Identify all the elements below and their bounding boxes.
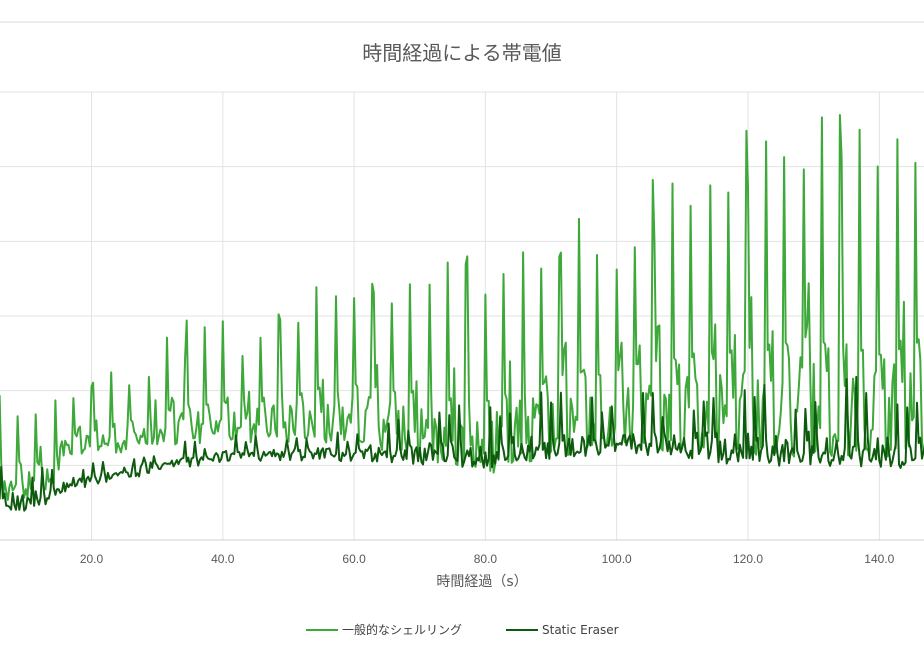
x-tick-label: 140.0 [864,552,894,566]
x-tick-labels: 20.0 40.0 60.0 80.0 100.0 120.0 140.0 [80,552,895,566]
series-line-1 [0,114,924,501]
x-tick-label: 20.0 [80,552,104,566]
legend-label-series-1: 一般的なシェルリング [342,622,462,637]
series-lines [0,114,924,512]
x-tick-label: 100.0 [602,552,632,566]
legend-label-series-2: Static Eraser [542,623,619,637]
x-tick-label: 120.0 [733,552,763,566]
series-line-2 [0,375,924,512]
legend: 一般的なシェルリング Static Eraser [306,622,619,637]
x-tick-label: 80.0 [474,552,498,566]
x-tick-label: 60.0 [342,552,366,566]
x-axis-title: 時間経過（s） [436,574,527,590]
x-tick-label: 40.0 [211,552,235,566]
chart-title: 時間経過による帯電値 [362,41,561,65]
